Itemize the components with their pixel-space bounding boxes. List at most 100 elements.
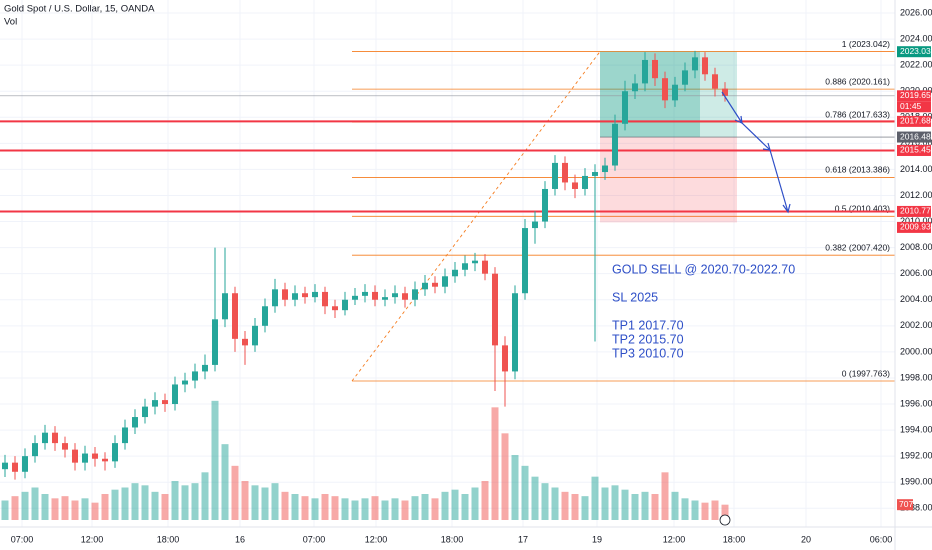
volume-label: Vol xyxy=(4,17,17,28)
candle-body xyxy=(492,273,498,346)
y-tick-label: 2024.000 xyxy=(900,33,932,43)
price-label-bg xyxy=(897,90,931,102)
volume-value: 707 xyxy=(899,499,913,509)
volume-bar xyxy=(301,496,309,520)
volume-bar xyxy=(311,498,319,520)
price-label-bg xyxy=(897,131,931,143)
volume-bar xyxy=(681,498,689,520)
candle-body xyxy=(52,432,58,444)
target-zone-filled xyxy=(600,51,700,138)
volume-bar xyxy=(221,444,229,520)
candle-body xyxy=(182,380,188,385)
candle-body xyxy=(302,293,308,298)
candle-body xyxy=(582,175,588,189)
volume-bar xyxy=(611,485,619,520)
candle-body xyxy=(72,449,78,463)
volume-bar xyxy=(41,494,49,520)
fib-label: 0.382 (2007.420) xyxy=(825,242,890,252)
volume-bar xyxy=(151,491,159,520)
event-icon[interactable] xyxy=(719,514,731,526)
volume-bar xyxy=(581,496,589,520)
volume-bar xyxy=(111,489,119,520)
x-tick-label: 12:00 xyxy=(365,534,388,544)
candle-body xyxy=(202,364,208,372)
volume-bar xyxy=(361,498,369,520)
candle-body xyxy=(652,59,658,79)
candle-body xyxy=(362,291,368,296)
volume-bar xyxy=(621,489,629,520)
volume-bar xyxy=(71,500,79,520)
candle-body xyxy=(222,293,228,320)
candle-body xyxy=(252,325,258,346)
x-tick-label: 18:00 xyxy=(441,534,464,544)
y-tick-label: 2022.000 xyxy=(900,60,932,70)
candle-body xyxy=(432,282,438,287)
y-tick-label: 1990.000 xyxy=(900,477,932,487)
volume-bar xyxy=(141,485,149,520)
volume-bar xyxy=(661,472,669,520)
candle-body xyxy=(722,88,728,96)
candle-body xyxy=(392,293,398,298)
x-tick-label: 12:00 xyxy=(663,534,686,544)
candle-body xyxy=(332,306,338,311)
candle-body xyxy=(522,228,528,294)
candle-body xyxy=(382,297,388,300)
arrow xyxy=(769,149,791,214)
annotation: TP3 2010.70 xyxy=(612,346,684,360)
volume-bar xyxy=(491,407,499,520)
candle-body xyxy=(32,443,38,457)
candle-body xyxy=(2,462,8,470)
candle-body xyxy=(82,453,88,463)
x-tick-label: 06:00 xyxy=(870,534,893,544)
volume-bar xyxy=(431,498,439,520)
y-tick-label: 1998.000 xyxy=(900,372,932,382)
candle-body xyxy=(92,453,98,459)
candle-body xyxy=(712,74,718,89)
x-tick-label: 20 xyxy=(801,534,811,544)
candle-body xyxy=(312,291,318,298)
candle-body xyxy=(622,91,628,124)
x-tick-label: 12:00 xyxy=(81,534,104,544)
candle-body xyxy=(322,291,328,307)
candle-body xyxy=(642,59,648,84)
volume-bar xyxy=(441,491,449,520)
candle-body xyxy=(42,432,48,444)
volume-bar xyxy=(571,494,579,520)
volume-bar xyxy=(501,433,509,520)
grid xyxy=(0,0,895,527)
candle-body xyxy=(602,165,608,173)
fib-label: 0.786 (2017.633) xyxy=(825,109,890,119)
candle-body xyxy=(422,282,428,290)
x-tick-label: 16 xyxy=(235,534,245,544)
candle-body xyxy=(552,162,558,189)
y-tick-label: 2002.000 xyxy=(900,320,932,330)
x-tick-label: 18:00 xyxy=(723,534,746,544)
volume-bar xyxy=(121,487,129,520)
candle-body xyxy=(482,260,488,274)
candle-body xyxy=(472,260,478,264)
volume-bar xyxy=(251,485,259,520)
y-tick-label: 1988.000 xyxy=(900,503,932,513)
candle-body xyxy=(262,306,268,326)
volume-bar xyxy=(651,494,659,520)
y-tick-label: 1994.000 xyxy=(900,424,932,434)
volume-bar xyxy=(291,494,299,520)
candle-body xyxy=(282,289,288,300)
volume-bar xyxy=(521,465,529,520)
candle-body xyxy=(342,299,348,311)
candle-body xyxy=(372,291,378,300)
overlays: GOLD SELL @ 2020.70-2022.70 SL 2025 TP1 20… xyxy=(612,91,795,360)
volume-bar xyxy=(321,494,329,520)
price-label: 2015.454 xyxy=(900,145,932,155)
volume-bar xyxy=(271,483,279,520)
volume-bar xyxy=(331,496,339,520)
candles xyxy=(2,50,728,480)
axes: 1988.000 1990.000 1992.000 1994.000 1996.000… xyxy=(11,7,932,544)
x-tick-label: 07:00 xyxy=(303,534,326,544)
price-label: 2010.776 xyxy=(900,206,932,216)
volume-bar xyxy=(281,491,289,520)
y-tick-label: 1996.000 xyxy=(900,398,932,408)
candle-body xyxy=(662,78,668,101)
volume-bar xyxy=(481,481,489,520)
